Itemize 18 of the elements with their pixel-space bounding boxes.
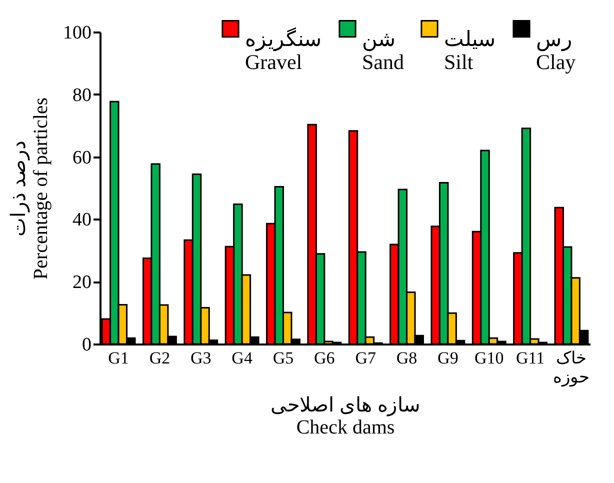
x-tick-label: G5 bbox=[272, 348, 294, 368]
y-tick-label: 80 bbox=[72, 84, 92, 106]
y-tick-label: 0 bbox=[82, 334, 92, 356]
x-tick-label: G7 bbox=[355, 348, 376, 368]
x-tick-label: خاک حوزه bbox=[552, 348, 590, 388]
x-tick-label: G8 bbox=[396, 348, 418, 368]
x-tick-label: G9 bbox=[438, 348, 458, 368]
x-tick-label: G3 bbox=[190, 348, 212, 368]
y-tick-label: 40 bbox=[72, 210, 92, 231]
x-tick-label: G11 bbox=[516, 348, 545, 368]
y-tick-label: 20 bbox=[72, 272, 92, 294]
x-tick-label: G10 bbox=[474, 348, 504, 368]
y-tick-label: 100 bbox=[63, 22, 92, 44]
x-tick-label: G2 bbox=[149, 348, 170, 368]
x-tick-label: G4 bbox=[232, 348, 253, 368]
y-tick-label: 60 bbox=[72, 147, 92, 168]
x-tick-label: G6 bbox=[314, 348, 335, 368]
x-tick-label: G1 bbox=[108, 348, 129, 368]
